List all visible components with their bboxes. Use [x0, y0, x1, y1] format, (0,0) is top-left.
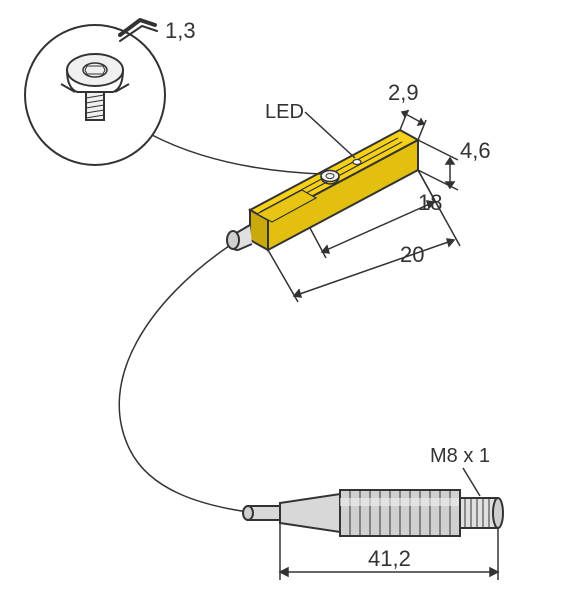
label-led: LED: [265, 101, 304, 123]
cable-path: [119, 246, 248, 512]
dim-length-inner: 18: [418, 190, 442, 215]
led-icon: [353, 160, 361, 165]
detail-leader: [152, 135, 322, 174]
dim-height-side: 4,6: [460, 138, 491, 163]
mounting-screw-icon: [321, 171, 339, 185]
dim-length-outer: 20: [400, 242, 424, 267]
dim-connector-length: 41,2: [368, 546, 411, 571]
label-connector-thread: M8 x 1: [430, 445, 490, 467]
dim-screw-hex: 1,3: [165, 18, 196, 43]
thread-leader: [463, 468, 480, 496]
cable-stub: [243, 506, 280, 520]
connector-m8: [280, 490, 503, 536]
led-leader: [305, 112, 355, 158]
sensor-body: [227, 130, 418, 250]
hex-key-icon: [120, 20, 157, 41]
technical-drawing: 1,3 LED: [0, 0, 567, 608]
dim-width-top: 2,9: [388, 80, 419, 105]
